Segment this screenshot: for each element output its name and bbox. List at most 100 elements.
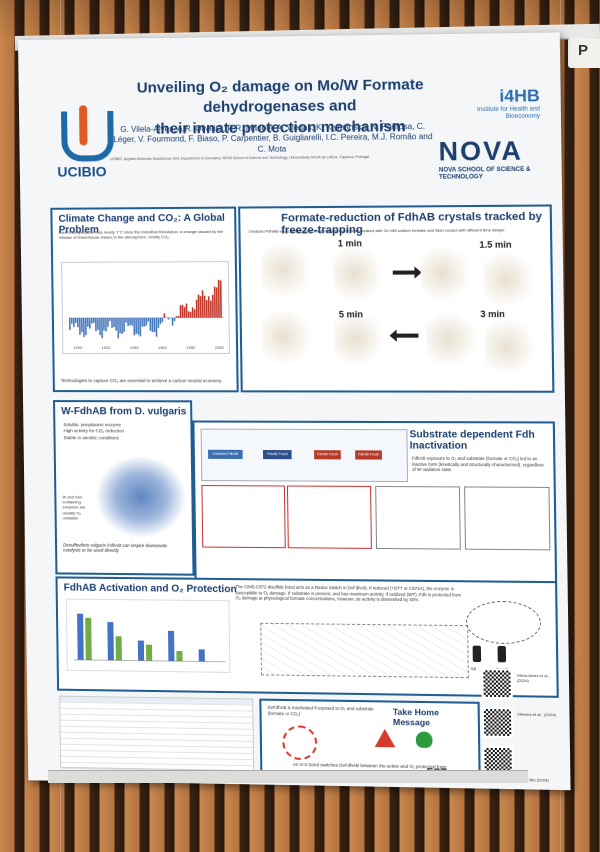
anomaly-bar bbox=[176, 316, 178, 318]
anomaly-bar bbox=[119, 318, 121, 333]
anomaly-bar bbox=[89, 318, 91, 329]
structure-inset bbox=[375, 486, 461, 550]
nova-logo-subtitle: NOVA SCHOOL OF SCIENCE & TECHNOLOGY bbox=[439, 167, 554, 183]
crystal-structure-image bbox=[420, 248, 475, 299]
anomaly-bar bbox=[151, 318, 153, 332]
crystal-structure-image bbox=[261, 245, 315, 296]
anomaly-bar bbox=[149, 318, 151, 331]
anomaly-bar bbox=[75, 318, 77, 323]
bar-mark bbox=[85, 618, 92, 660]
warning-triangle-icon bbox=[374, 729, 395, 748]
anomaly-bar bbox=[174, 318, 176, 321]
structure-inset bbox=[464, 486, 550, 550]
shield-icon bbox=[416, 731, 433, 748]
take-home-bottomline: An S-S bond switches DvFdhAB between the… bbox=[293, 762, 446, 770]
poster-header: UCIBIO Unveiling O₂ damage on Mo/W Forma… bbox=[18, 32, 562, 180]
traffic-light-icon bbox=[473, 646, 482, 662]
anomaly-bar bbox=[139, 318, 141, 337]
anomaly-bar bbox=[218, 280, 220, 318]
anomaly-bar bbox=[69, 318, 71, 330]
protein-loop-diagram bbox=[260, 623, 469, 678]
i4hb-logo: i4HB Institute for Health and Bioeconomy bbox=[456, 86, 540, 122]
ucibio-logo-text: UCIBIO bbox=[52, 163, 112, 180]
anomaly-bar bbox=[164, 313, 166, 317]
anomaly-bar bbox=[186, 304, 188, 318]
bar-mark bbox=[77, 614, 84, 660]
nova-logo: NOVA NOVA SCHOOL OF SCIENCE & TECHNOLOGY bbox=[438, 135, 553, 182]
anomaly-bar bbox=[145, 318, 147, 326]
time-label-1-5min: 1.5 min bbox=[479, 239, 511, 249]
anomaly-bar bbox=[192, 307, 194, 317]
anomaly-bar bbox=[158, 318, 160, 328]
flow-box: FdhAB Fresh bbox=[314, 450, 341, 459]
anomaly-bar bbox=[182, 305, 184, 318]
anomaly-bar bbox=[208, 296, 210, 317]
crystal-structure-image bbox=[262, 311, 316, 362]
substrate-text: FdhAB exposure to O₂ and substrate (form… bbox=[412, 456, 547, 474]
arrow-left-icon bbox=[396, 334, 419, 338]
anomaly-bar bbox=[103, 318, 105, 331]
qr-code-icon bbox=[481, 668, 513, 699]
anomaly-bar bbox=[85, 318, 87, 335]
w-fdhab-panel: W-FdhAB from D. vulgaris Soluble, peripl… bbox=[53, 400, 195, 576]
anomaly-bar bbox=[196, 300, 198, 318]
anomaly-bar bbox=[214, 287, 216, 318]
anomaly-bar bbox=[87, 318, 89, 327]
anomaly-bar bbox=[204, 296, 206, 318]
crystal-structure-image bbox=[426, 313, 481, 364]
traffic-light-icon bbox=[498, 646, 507, 662]
substrate-inactivation-panel: Oxidized FdhAB FdhAB Fresh FdhAB Fresh F… bbox=[192, 420, 557, 589]
anomaly-bar bbox=[210, 301, 212, 318]
wfdh-side-text: W and Sec containing enzymes are usually… bbox=[62, 494, 96, 520]
ss-label: SS bbox=[471, 666, 477, 671]
bar-mark bbox=[107, 622, 114, 660]
flow-box: Oxidized FdhAB bbox=[208, 450, 243, 459]
anomaly-bar bbox=[109, 318, 111, 321]
arrow-right-icon bbox=[393, 270, 416, 274]
anomaly-bar bbox=[115, 318, 117, 331]
bar-mark bbox=[176, 651, 182, 661]
anomaly-bar bbox=[99, 318, 101, 335]
protein-structure-image bbox=[96, 456, 186, 537]
crystal-structure-image bbox=[334, 313, 388, 364]
anomaly-bar bbox=[162, 318, 164, 322]
bullet-item: Stable in aerobic conditions bbox=[64, 435, 125, 442]
anomaly-bar bbox=[141, 318, 143, 327]
anomaly-bar bbox=[71, 318, 73, 324]
anomaly-bar bbox=[184, 307, 186, 318]
anomaly-bar bbox=[180, 305, 182, 317]
flow-box: FdhAB Fresh bbox=[355, 450, 382, 459]
anomaly-bar bbox=[168, 318, 170, 320]
anomaly-bar bbox=[188, 311, 190, 317]
anomaly-bar bbox=[200, 296, 202, 317]
anomaly-bar bbox=[117, 318, 119, 339]
anomaly-bar bbox=[160, 318, 162, 324]
anomaly-bar bbox=[127, 318, 129, 326]
anomaly-bar bbox=[135, 318, 137, 334]
anomaly-bar bbox=[125, 318, 127, 323]
bar-mark bbox=[138, 641, 144, 661]
anomaly-bar bbox=[212, 295, 214, 318]
activation-title: FdhAB Activation and O₂ Protection bbox=[64, 582, 237, 595]
take-home-title: Take Home Message bbox=[393, 707, 478, 729]
anomaly-bar bbox=[91, 318, 93, 324]
anomaly-bar bbox=[121, 318, 123, 334]
anomaly-bar bbox=[143, 318, 145, 327]
flow-box: FdhAB Fresh bbox=[263, 450, 292, 459]
poster-authors: G. Vilela-Alves, A.R. Oliveira, R.R. Man… bbox=[109, 122, 436, 157]
temperature-anomaly-svg: 1900 1920 1940 1960 1980 2000 bbox=[62, 262, 229, 353]
scientific-poster: UCIBIO Unveiling O₂ damage on Mo/W Forma… bbox=[18, 32, 571, 790]
anomaly-bar bbox=[131, 318, 133, 326]
anomaly-bar bbox=[113, 318, 115, 327]
anomaly-bar bbox=[220, 280, 222, 317]
anomaly-bar bbox=[101, 318, 103, 338]
climate-text: Earth's temperature rose nearly 1°C sinc… bbox=[59, 229, 229, 240]
anomaly-bar bbox=[153, 318, 155, 332]
kinetics-table bbox=[59, 696, 254, 772]
anomaly-bar bbox=[111, 318, 113, 328]
x-tick-label: 1900 bbox=[73, 345, 83, 350]
ucibio-logo: UCIBIO bbox=[51, 111, 112, 182]
temperature-anomaly-chart: 1900 1920 1940 1960 1980 2000 bbox=[61, 261, 230, 354]
take-home-text: DvFdhAB is inactivated if exposed to O₂ … bbox=[268, 705, 391, 718]
anomaly-bar bbox=[97, 318, 99, 330]
